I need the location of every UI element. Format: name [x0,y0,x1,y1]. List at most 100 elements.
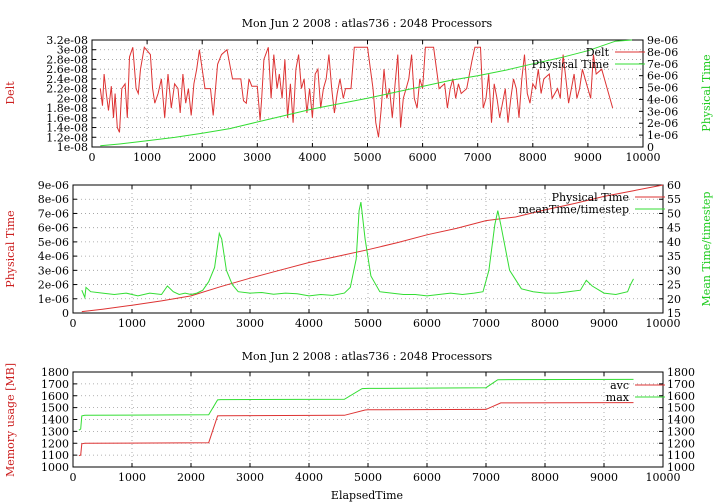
p3-x-tick-label: 1000 [118,471,146,484]
p3-y2-tick-label: 1400 [667,414,695,427]
p3-legend-label: max [606,391,630,404]
p3-x-tick-label: 7000 [472,471,500,484]
p1-y-tick-label: 1.8e-08 [46,102,88,115]
p1-y2-tick-label: 3e-06 [647,105,678,118]
p2-y2-tick-label: 25 [667,279,681,292]
p1-legend-label: Delt [586,46,610,59]
p2-y2-tick-label: 40 [667,236,681,249]
p1-x-tick-label: 3000 [243,151,271,164]
p2-legend-label: Physical Time [552,191,629,204]
p1-y-tick-label: 1.6e-08 [46,112,88,125]
p3-series-max [78,378,634,431]
p3-series-avc [78,402,634,457]
p1-x-tick-label: 7000 [464,151,492,164]
p1-series-delt [99,46,614,138]
p3-x-tick-label: 0 [70,471,77,484]
p2-series-physical-time [81,184,664,313]
p3-y2-tick-label: 1500 [667,402,695,415]
p2-x-tick-label: 3000 [236,317,264,330]
p3-x-tick-label: 6000 [413,471,441,484]
p1-y2-tick-label: 8e-06 [647,46,678,59]
p3-y-tick-label: 1800 [41,366,69,379]
panel1-y-axis-label: Delt [4,81,17,105]
p1-y-tick-label: 2.6e-08 [46,63,88,76]
p2-y-tick-label: 5e-06 [38,236,69,249]
p1-x-tick-label: 6000 [409,151,437,164]
p2-x-tick-label: 4000 [295,317,323,330]
p3-y2-tick-label: 1100 [667,449,695,462]
p2-x-tick-label: 0 [70,317,77,330]
p1-y-tick-label: 2.2e-08 [46,83,88,96]
p3-x-tick-label: 4000 [295,471,323,484]
p3-y-tick-label: 1300 [41,425,69,438]
p3-y2-tick-label: 1800 [667,366,695,379]
physical-time-mean-time-panel: 0 1000 2000 3000 4000 5000 6000 7000 8000 9000 100… [4,179,713,330]
p1-y-tick-label: 3e-08 [57,44,88,57]
p3-y-tick-label: 1400 [41,414,69,427]
p1-x-tick-label: 5000 [354,151,382,164]
p1-y2-tick-label: 2e-06 [647,117,678,130]
p1-y-tick-label: 1.4e-08 [46,122,88,135]
p3-legend-label: avc [610,379,629,392]
p3-x-tick-label: 5000 [354,471,382,484]
panel2-y-axis-label: Physical Time [4,210,17,287]
p2-y2-tick-label: 60 [667,179,681,192]
p1-series-physical-time [100,39,633,147]
p2-x-tick-label: 5000 [354,317,382,330]
p1-x-tick-label: 8000 [519,151,547,164]
p2-legend-label: meanTime/timestep [518,203,629,216]
p1-x-tick-label: 10000 [626,151,661,164]
p1-y-tick-label: 1e-08 [57,141,88,154]
p3-y2-tick-label: 1300 [667,425,695,438]
p1-y2-tick-label: 5e-06 [647,82,678,95]
p2-y-tick-label: 8e-06 [38,193,69,206]
p2-x-tick-label: 6000 [413,317,441,330]
p3-y-tick-label: 1100 [41,449,69,462]
p1-y-tick-label: 3.2e-08 [46,34,88,47]
p1-y-tick-label: 2.8e-08 [46,53,88,66]
panel3-y-axis-label: Memory usage [MB] [4,363,17,477]
p1-x-tick-label: 1000 [133,151,161,164]
p2-x-tick-label: 1000 [118,317,146,330]
p2-y2-tick-label: 45 [667,222,681,235]
p1-x-tick-label: 9000 [574,151,602,164]
p2-x-tick-label: 10000 [646,317,681,330]
p3-x-tick-label: 8000 [531,471,559,484]
p3-y2-tick-label: 1700 [667,378,695,391]
p3-y2-tick-label: 1600 [667,390,695,403]
p2-x-tick-label: 2000 [177,317,205,330]
p3-y-tick-label: 1200 [41,437,69,450]
p1-y2-tick-label: 4e-06 [647,93,678,106]
p1-y2-tick-label: 9e-06 [647,34,678,47]
p3-y2-tick-label: 1000 [667,461,695,474]
p2-y-tick-label: 3e-06 [38,264,69,277]
p1-y-tick-label: 1.2e-08 [46,131,88,144]
p2-y2-tick-label: 20 [667,293,681,306]
p1-y-tick-label: 2e-08 [57,92,88,105]
p2-y-tick-label: 2e-06 [38,279,69,292]
p1-y2-tick-label: 1e-06 [647,129,678,142]
p2-y-tick-label: 4e-06 [38,250,69,263]
delt-physical-time-panel: Mon Jun 2 2008 : atlas736 : 2048 Process… [4,17,713,164]
panel3-x-axis-label: ElapsedTime [331,489,403,502]
p3-x-tick-label: 3000 [236,471,264,484]
p2-x-tick-label: 8000 [531,317,559,330]
p2-y2-tick-label: 50 [667,207,681,220]
memory-usage-panel: Mon Jun 2 2008 : atlas736 : 2048 Process… [4,350,695,502]
p3-x-tick-label: 10000 [646,471,681,484]
p3-x-tick-label: 9000 [590,471,618,484]
p3-y-tick-label: 1000 [41,461,69,474]
p2-y2-tick-label: 15 [667,307,681,320]
p2-y2-tick-label: 35 [667,250,681,263]
p2-y-tick-label: 7e-06 [38,207,69,220]
p2-y2-tick-label: 30 [667,264,681,277]
p1-y2-tick-label: 0 [647,141,654,154]
panel1-y2-axis-label: Physical Time [700,54,713,131]
p2-y-tick-label: 9e-06 [38,179,69,192]
p2-y2-tick-label: 55 [667,193,681,206]
p3-x-tick-label: 2000 [177,471,205,484]
p3-y-tick-label: 1700 [41,378,69,391]
panel2-y2-axis-label: Mean Time/timestep [700,192,713,307]
p2-series-meantime-timestep [81,201,634,300]
